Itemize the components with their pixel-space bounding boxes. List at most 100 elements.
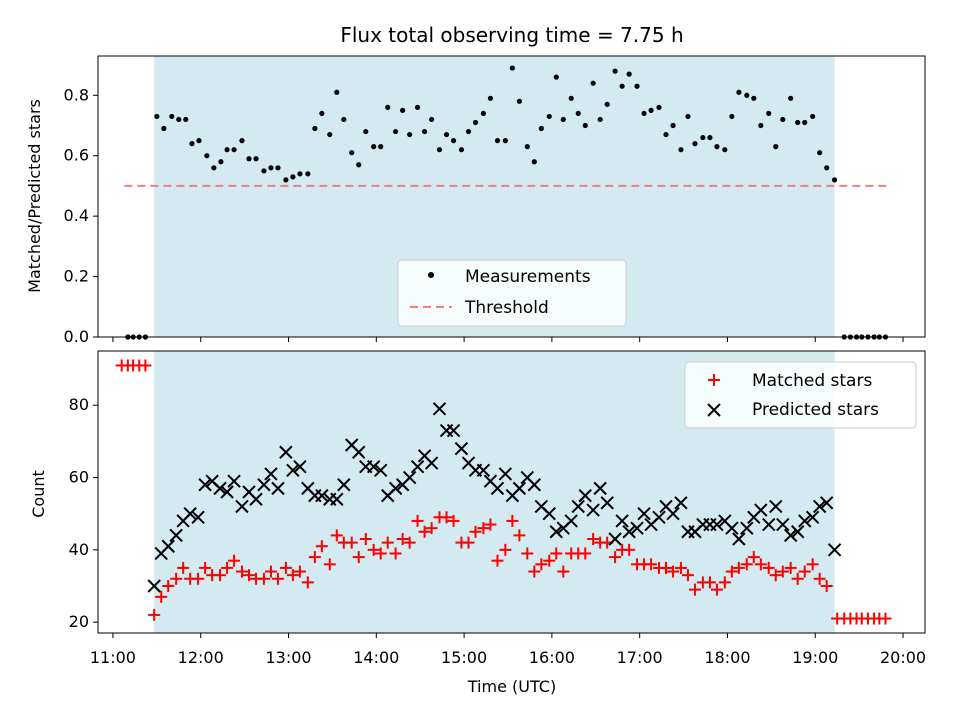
predicted-star-point-33 bbox=[388, 481, 403, 496]
legend-predicted-label: Predicted stars bbox=[752, 400, 879, 420]
x-tick-label-8: 19:00 bbox=[792, 648, 838, 667]
measurement-point-71 bbox=[641, 110, 647, 117]
measurement-point-27 bbox=[319, 110, 325, 117]
measurement-point-14 bbox=[224, 147, 230, 153]
top-legend: Measurements Threshold bbox=[397, 259, 627, 327]
measurement-point-6 bbox=[169, 113, 175, 120]
predicted-star-point-61 bbox=[593, 481, 607, 496]
bottom-x-ticks: 11:00 12:00 13:00 14:00 15:00 16:00 17:00 18:00… bbox=[90, 633, 926, 667]
predicted-star-point-0 bbox=[147, 579, 161, 593]
matched-star-point-96 bbox=[813, 572, 826, 585]
predicted-star-point-41 bbox=[446, 423, 461, 438]
measurement-point-50 bbox=[487, 95, 494, 101]
measurement-point-43 bbox=[436, 147, 443, 153]
measurement-point-74 bbox=[663, 131, 669, 138]
measurement-point-56 bbox=[531, 159, 537, 165]
measurement-point-81 bbox=[714, 144, 720, 150]
predicted-star-point-36 bbox=[410, 459, 425, 474]
matched-star-point-97 bbox=[820, 580, 833, 592]
matched-star-point-43 bbox=[425, 522, 438, 535]
x-tick-label-9: 20:00 bbox=[880, 648, 926, 667]
predicted-star-point-81 bbox=[740, 521, 754, 535]
measurement-point-4 bbox=[154, 113, 160, 120]
x-tick-label-3: 14:00 bbox=[353, 648, 399, 667]
measurement-points bbox=[125, 65, 889, 340]
measurement-point-57 bbox=[538, 125, 544, 132]
measurement-point-41 bbox=[421, 128, 428, 135]
legend-measurements-label: Measurements bbox=[465, 267, 591, 287]
predicted-star-point-85 bbox=[769, 499, 783, 514]
predicted-star-point-83 bbox=[754, 503, 768, 517]
matched-star-point-82 bbox=[710, 583, 723, 596]
predicted-star-point-3 bbox=[169, 528, 183, 543]
predicted-star-point-17 bbox=[271, 481, 285, 496]
bottom-y-tick-label-1: 40 bbox=[69, 540, 89, 559]
matched-star-point-68 bbox=[609, 551, 622, 564]
measurement-point-67 bbox=[612, 68, 618, 74]
matched-star-point-17 bbox=[235, 565, 248, 578]
predicted-star-point-91 bbox=[812, 499, 827, 514]
measurement-point-40 bbox=[414, 104, 421, 110]
measurement-point-95 bbox=[817, 150, 823, 156]
predicted-star-point-11 bbox=[227, 474, 241, 488]
predicted-star-point-69 bbox=[652, 510, 666, 525]
x-tick-label-5: 16:00 bbox=[529, 648, 575, 667]
predicted-stars-points bbox=[147, 402, 842, 593]
bottom-legend: Matched stars Predicted stars bbox=[684, 361, 917, 429]
measurement-point-15 bbox=[231, 147, 237, 153]
matched-star-point-41 bbox=[411, 514, 424, 527]
predicted-star-point-63 bbox=[608, 532, 622, 546]
matched-star-point-64 bbox=[579, 547, 592, 560]
matched-star-point-8 bbox=[170, 572, 183, 585]
measurement-point-58 bbox=[546, 113, 552, 120]
measurement-point-44 bbox=[443, 131, 450, 138]
measurement-point-55 bbox=[524, 144, 530, 150]
matched-star-point-61 bbox=[557, 565, 570, 578]
top-panel: 0.0 0.2 0.4 0.6 0.8 Flux total observing tim… bbox=[25, 23, 926, 346]
predicted-star-point-86 bbox=[776, 517, 790, 532]
matched-star-point-85 bbox=[732, 561, 745, 574]
matched-star-point-35 bbox=[367, 543, 380, 556]
matched-star-point-77 bbox=[674, 561, 687, 574]
top-y-tick-label-3: 0.6 bbox=[64, 146, 89, 165]
measurement-point-11 bbox=[204, 153, 210, 159]
predicted-star-point-5 bbox=[183, 506, 197, 521]
top-x-ticks bbox=[112, 337, 904, 342]
matched-star-point-42 bbox=[418, 525, 431, 538]
measurement-point-92 bbox=[795, 119, 801, 126]
predicted-star-point-50 bbox=[512, 481, 527, 496]
measurement-point-10 bbox=[196, 138, 202, 144]
matched-star-point-14 bbox=[214, 569, 227, 582]
chart-title: Flux total observing time = 7.75 h bbox=[340, 23, 683, 47]
matched-star-point-86 bbox=[740, 558, 753, 571]
measurement-point-21 bbox=[275, 165, 281, 171]
measurement-point-78 bbox=[692, 141, 698, 147]
matched-star-point-32 bbox=[345, 536, 358, 549]
measurement-point-30 bbox=[341, 116, 347, 123]
measurement-point-68 bbox=[619, 83, 625, 89]
predicted-star-point-25 bbox=[330, 492, 344, 506]
measurement-point-24 bbox=[297, 171, 303, 177]
measurement-point-25 bbox=[305, 171, 311, 177]
top-y-tick-label-2: 0.4 bbox=[64, 206, 89, 225]
matched-star-point-53 bbox=[499, 543, 512, 556]
legend-predicted-marker bbox=[707, 403, 721, 417]
measurement-point-20 bbox=[268, 165, 274, 171]
measurement-point-70 bbox=[634, 83, 640, 89]
predicted-star-point-18 bbox=[279, 445, 293, 459]
matched-star-point-23 bbox=[279, 561, 292, 574]
measurement-point-77 bbox=[685, 113, 691, 120]
measurement-point-16 bbox=[239, 138, 245, 144]
predicted-star-point-55 bbox=[549, 525, 563, 539]
measurement-point-38 bbox=[400, 107, 406, 113]
measurement-point-89 bbox=[773, 144, 779, 150]
measurement-point-96 bbox=[824, 165, 830, 171]
measurement-point-22 bbox=[283, 177, 289, 183]
matched-star-point-76 bbox=[667, 565, 680, 578]
measurement-point-65 bbox=[597, 116, 603, 123]
measurement-point-42 bbox=[429, 116, 435, 123]
top-y-tick-label-0: 0.0 bbox=[64, 327, 89, 346]
measurement-point-73 bbox=[656, 104, 662, 110]
legend-matched-label: Matched stars bbox=[752, 371, 872, 391]
predicted-star-point-71 bbox=[666, 506, 680, 521]
